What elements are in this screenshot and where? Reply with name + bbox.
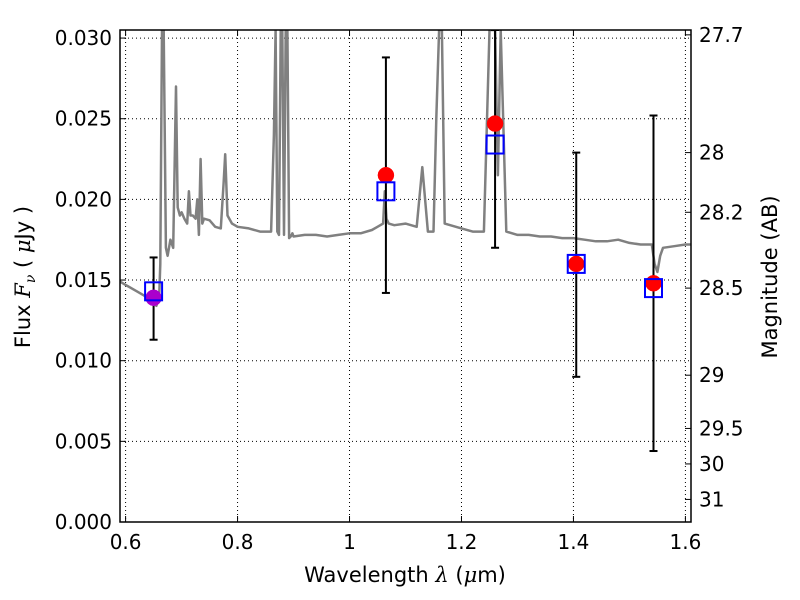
y-tick-label: 0.020 (55, 187, 112, 211)
y-axis-label: Flux Fν ( μJy ) (11, 206, 39, 348)
observed-point (645, 275, 662, 292)
y-tick-label: 0.025 (55, 107, 112, 131)
observed-point (486, 115, 504, 132)
synthetic-point (376, 181, 396, 202)
y2-tick-label: 28 (699, 141, 724, 165)
model-spectrum-line (120, 30, 691, 308)
x-tick-label: 1 (343, 530, 356, 554)
y-tick-label: 0.010 (55, 349, 112, 373)
y-tick-label: 0.030 (55, 26, 112, 50)
x-tick-label: 1.4 (558, 530, 590, 554)
synthetic-point (566, 253, 586, 274)
y2-tick-label: 30 (699, 452, 724, 476)
y2-tick-label: 29.5 (699, 416, 744, 440)
y2-tick-label: 31 (699, 487, 724, 511)
synthetic-point (144, 281, 164, 302)
plot-area: 0.6 0.8 1 1.2 1.4 1.6 0.000 0.005 0.010 0.015 0.02… (55, 23, 744, 554)
x-tick-label: 0.8 (222, 530, 254, 554)
data-layer (120, 30, 691, 453)
x-tick-label: 1.6 (669, 530, 701, 554)
synthetic-point (643, 278, 663, 299)
y2-tick-label: 28.5 (699, 276, 744, 300)
observed-point (145, 289, 162, 307)
y-tick-label: 0.005 (55, 429, 112, 453)
y2-tick-label: 27.7 (699, 23, 744, 47)
y2-tick-label: 29 (699, 363, 724, 387)
plot-frame (119, 29, 692, 523)
synthetic-point (485, 134, 505, 155)
x-axis-label: Wavelength λ (μm) (304, 563, 506, 587)
y-tick-label: 0.015 (55, 268, 112, 292)
y2-axis-label: Magnitude (AB) (758, 195, 782, 358)
y-tick-label: 0.000 (55, 510, 112, 534)
x-tick-label: 0.6 (110, 530, 142, 554)
axis-ticks: 0.6 0.8 1 1.2 1.4 1.6 0.000 0.005 0.010 0.015 0.02… (55, 23, 744, 554)
observed-point (377, 166, 395, 184)
observed-point (567, 255, 585, 273)
y2-tick-label: 28.2 (699, 200, 744, 224)
x-tick-label: 1.2 (446, 530, 478, 554)
